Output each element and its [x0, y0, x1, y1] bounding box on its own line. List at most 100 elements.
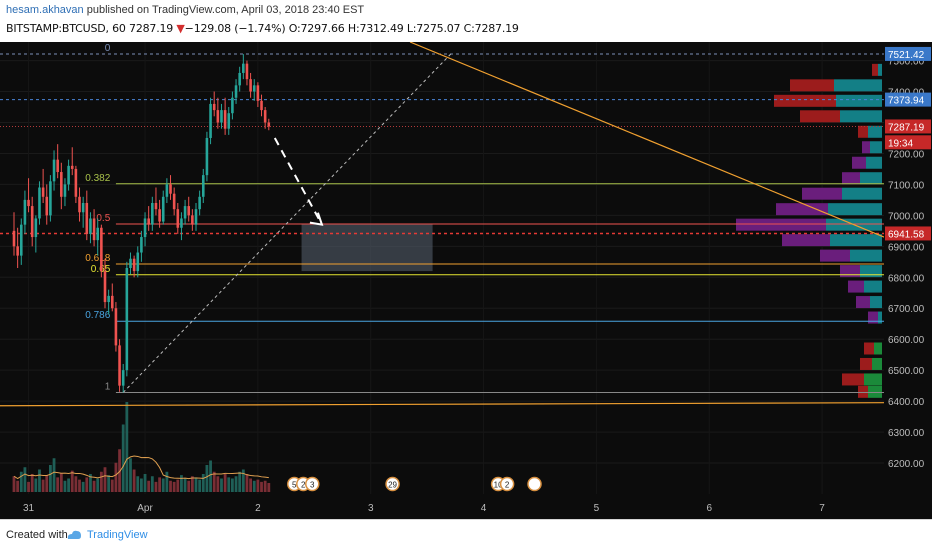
volume-bar [187, 480, 191, 492]
price-axis-tick-label: 6900.00 [888, 242, 925, 253]
volume-bar [205, 465, 209, 492]
chart-canvas[interactable]: 00.3820.50.6180.650.78617500.007400.0073… [0, 42, 932, 519]
volume-profile-down-bar [802, 187, 842, 200]
volume-bar [209, 460, 212, 492]
volume-bar [74, 476, 78, 492]
candle-body [56, 159, 59, 173]
volume-profile-down-bar [858, 385, 868, 398]
author-link[interactable]: hesam.akhavan [6, 4, 84, 16]
volume-profile-down-bar [790, 79, 834, 92]
candle-body [41, 187, 45, 197]
volume-profile-up-bar [864, 373, 882, 386]
candle-body [92, 218, 96, 241]
volume-profile-up-bar [860, 265, 882, 278]
price-axis-marker-label: 7287.19 [888, 122, 925, 133]
candle-body [172, 193, 176, 210]
volume-bar [121, 424, 125, 492]
volume-bar [56, 477, 60, 492]
candle-body [118, 345, 121, 386]
candle-body [30, 206, 34, 238]
time-axis-tick-label: 3 [368, 503, 374, 514]
candle-body [52, 159, 56, 182]
volume-bar [132, 469, 136, 492]
volume-profile-down-bar [840, 265, 860, 278]
volume-bar [85, 477, 89, 492]
candle-body [23, 199, 27, 225]
candle-body [183, 206, 187, 219]
candle-body [114, 308, 118, 346]
volume-profile-down-bar [776, 203, 828, 216]
event-flag-label: 29 [388, 481, 397, 490]
candle-body [169, 184, 172, 194]
volume-profile-up-bar [878, 63, 882, 76]
volume-bar [125, 402, 129, 492]
candle-body [238, 72, 241, 86]
volume-profile-down-bar [852, 156, 866, 169]
volume-bar [231, 478, 234, 492]
volume-bar [212, 471, 216, 492]
time-axis-bg [0, 494, 932, 519]
created-with-label: Created with [6, 529, 68, 541]
time-axis-tick-label: 2 [255, 503, 261, 514]
volume-profile-up-bar [834, 79, 882, 92]
candle-body [158, 209, 161, 222]
candle-body [194, 209, 198, 225]
volume-bar [227, 477, 231, 492]
candle-body [234, 85, 238, 98]
volume-bar [63, 480, 67, 492]
volume-bar [52, 458, 56, 492]
price-chart[interactable]: 00.3820.50.6180.650.78617500.007400.0073… [0, 42, 932, 519]
volume-bar [96, 478, 100, 492]
tradingview-brand[interactable]: TradingView [87, 529, 148, 541]
target-zone-box [301, 224, 433, 272]
price-axis-tick-label: 6400.00 [888, 397, 925, 408]
volume-profile-down-bar [774, 94, 836, 107]
volume-profile-down-bar [872, 63, 878, 76]
candle-body [151, 202, 154, 225]
volume-bar [30, 474, 34, 492]
volume-bar [143, 474, 147, 492]
volume-profile-down-bar [856, 296, 870, 309]
volume-bar [110, 479, 114, 492]
volume-bar [245, 474, 249, 492]
chart-footer: Created with TradingView [0, 519, 932, 551]
price-axis-marker-label: 19:34 [888, 138, 913, 149]
time-axis-tick-label: 5 [594, 503, 600, 514]
volume-profile-up-bar [874, 342, 882, 355]
candle-body [129, 258, 132, 268]
candle-body [63, 184, 67, 197]
price-axis-tick-label: 7000.00 [888, 211, 925, 222]
candle-body [107, 295, 110, 303]
price-axis-marker-label: 7521.42 [888, 50, 925, 61]
fib-level-label: 0.382 [85, 173, 110, 184]
time-axis-tick-label: 4 [481, 503, 487, 514]
price-axis-marker-label: 6941.58 [888, 229, 925, 240]
volume-bar [38, 469, 41, 492]
ohlc-values: O:7297.66 H:7312.49 L:7275.07 C:7287.19 [288, 22, 519, 35]
candle-body [89, 218, 92, 234]
volume-bar [41, 479, 45, 492]
price-axis-tick-label: 6300.00 [888, 428, 925, 439]
event-flag-label: 10 [494, 481, 503, 490]
volume-bar [150, 476, 154, 492]
candle-body [132, 258, 136, 272]
candle-body [231, 97, 234, 114]
publish-text: published on TradingView.com, April 03, … [83, 4, 365, 16]
candle-body [165, 184, 169, 197]
change-arrow: ▼ [176, 22, 185, 35]
volume-bar [99, 471, 103, 492]
price-axis-marker [885, 226, 931, 241]
candle-body [78, 196, 81, 213]
candle-body [187, 206, 191, 216]
candle-body [212, 103, 216, 111]
volume-bar [27, 481, 30, 492]
candle-body [74, 168, 78, 197]
volume-profile-down-bar [868, 311, 878, 324]
candle-body [161, 196, 165, 222]
volume-bar [92, 480, 96, 492]
price-axis-tick-label: 7500.00 [888, 57, 925, 68]
volume-bar [23, 467, 27, 492]
volume-profile-up-bar [842, 187, 882, 200]
volume-bar [220, 478, 223, 492]
volume-bar [169, 480, 172, 492]
